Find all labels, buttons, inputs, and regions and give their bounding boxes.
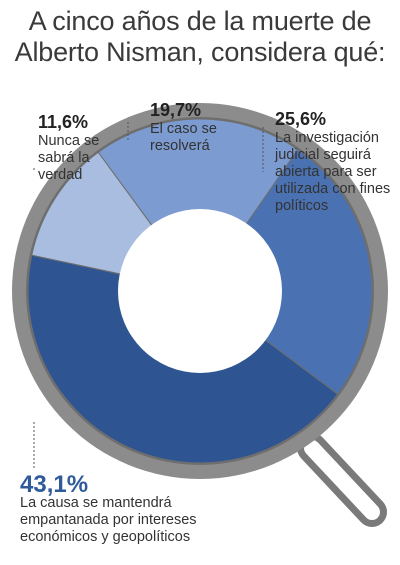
label-causa-empantanada: 43,1% La causa se mantendrá empantanada … [20, 471, 240, 546]
label-text: La causa se mantendrá empantanada por in… [20, 495, 197, 545]
pie-slice-2 [199, 148, 373, 395]
label-investigacion-judicial: 25,6% La investigación judicial seguirá … [275, 109, 395, 215]
pie-slice-1 [97, 118, 299, 292]
label-pct: 43,1% [20, 471, 89, 498]
chart-title: A cinco años de la muerte de Alberto Nis… [0, 6, 400, 68]
label-pct: 25,6% [275, 109, 327, 129]
chart-title-line2: Alberto Nisman, considera qué: [14, 37, 386, 67]
label-nunca-se-sabra: 11,6% Nunca se sabrá la verdad [38, 112, 128, 184]
label-el-caso-se-resolvera: 19,7% El caso se resolverá [150, 100, 260, 155]
label-text: Nunca se sabrá la verdad [38, 133, 100, 183]
label-text: El caso se resolverá [150, 121, 217, 154]
chart-title-line1: A cinco años de la muerte de [28, 6, 372, 36]
leader-lines [33, 122, 264, 468]
label-pct: 19,7% [150, 100, 202, 120]
label-pct: 11,6% [38, 112, 89, 132]
label-text: La investigación judicial seguirá abiert… [275, 130, 391, 214]
donut-hole [118, 209, 282, 373]
